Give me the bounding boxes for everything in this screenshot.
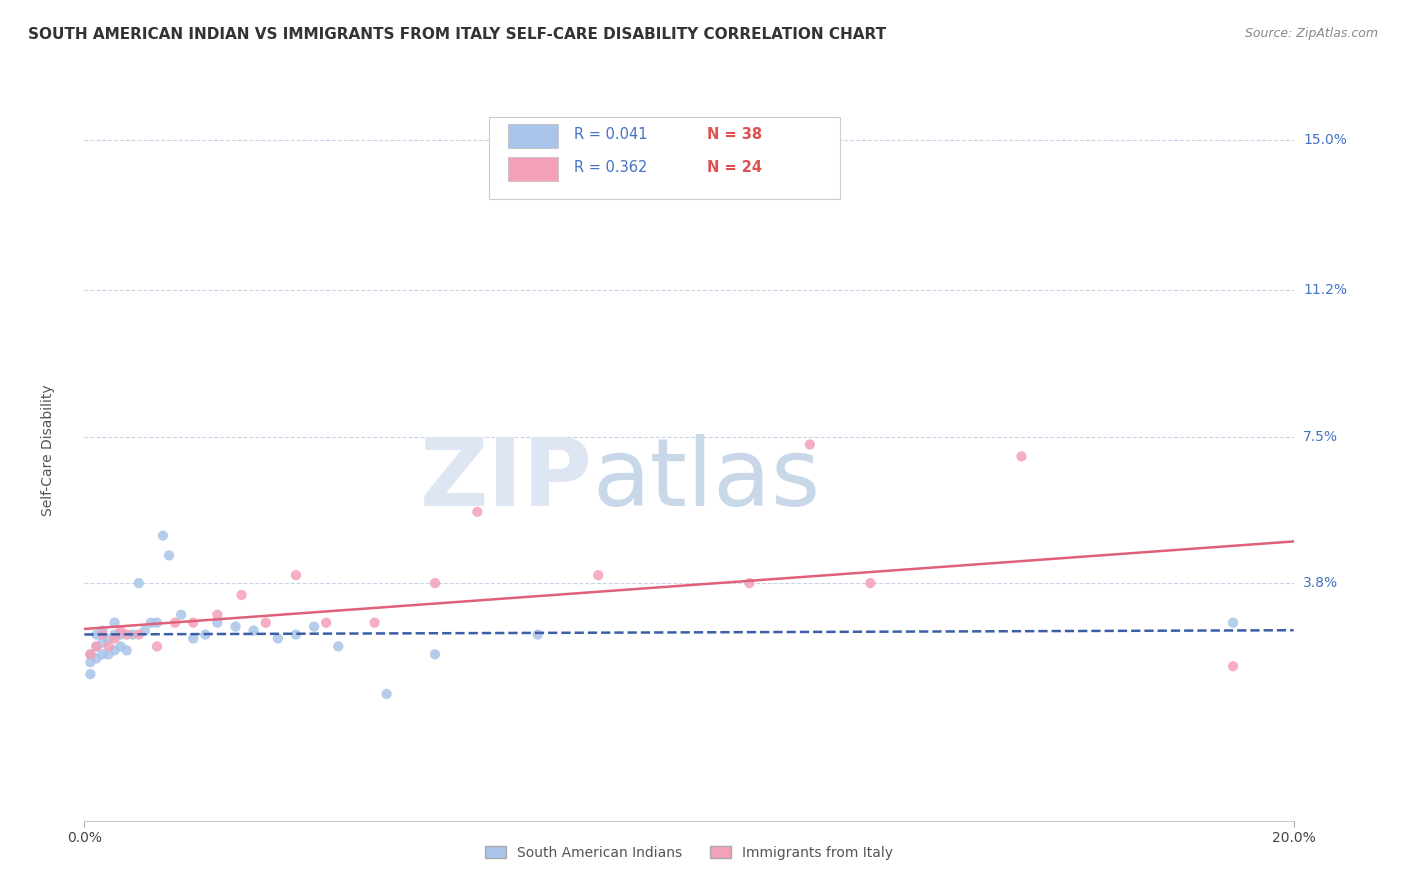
Point	[315, 615, 337, 630]
Point	[157, 549, 180, 563]
Point	[302, 620, 325, 634]
Point	[86, 640, 108, 654]
Point	[97, 640, 120, 654]
Text: ZIP: ZIP	[419, 434, 592, 526]
Point	[375, 687, 398, 701]
Point	[110, 640, 132, 654]
Point	[1222, 659, 1244, 673]
Point	[79, 648, 101, 662]
Point	[527, 627, 550, 641]
Point	[104, 615, 127, 630]
Text: 15.0%: 15.0%	[1303, 133, 1347, 146]
Point	[128, 627, 150, 641]
Legend: South American Indians, Immigrants from Italy: South American Indians, Immigrants from …	[479, 840, 898, 865]
Point	[97, 632, 120, 646]
Point	[91, 635, 114, 649]
Point	[97, 648, 120, 662]
Point	[128, 576, 150, 591]
Text: N = 38: N = 38	[707, 127, 762, 142]
Point	[86, 640, 108, 654]
Point	[799, 437, 821, 451]
Point	[363, 615, 385, 630]
Point	[423, 648, 446, 662]
Point	[484, 133, 506, 147]
Text: R = 0.362: R = 0.362	[574, 161, 647, 175]
Point	[165, 615, 187, 630]
Point	[115, 627, 138, 641]
FancyBboxPatch shape	[489, 118, 841, 199]
Point	[285, 568, 308, 582]
Point	[267, 632, 290, 646]
Point	[588, 568, 610, 582]
Point	[79, 667, 101, 681]
FancyBboxPatch shape	[508, 157, 558, 181]
Point	[423, 576, 446, 591]
Point	[254, 615, 277, 630]
Point	[110, 624, 132, 638]
Point	[181, 632, 204, 646]
Point	[207, 615, 229, 630]
Point	[467, 505, 489, 519]
Text: atlas: atlas	[592, 434, 821, 526]
Point	[328, 640, 350, 654]
FancyBboxPatch shape	[508, 124, 558, 148]
Point	[194, 627, 217, 641]
Point	[79, 648, 101, 662]
Point	[110, 627, 132, 641]
Point	[859, 576, 882, 591]
Point	[134, 624, 156, 638]
Point	[79, 655, 101, 669]
Point	[86, 627, 108, 641]
Point	[146, 640, 169, 654]
Point	[146, 615, 169, 630]
Point	[242, 624, 264, 638]
Text: 7.5%: 7.5%	[1303, 430, 1339, 443]
Point	[91, 624, 114, 638]
Text: Source: ZipAtlas.com: Source: ZipAtlas.com	[1244, 27, 1378, 40]
Point	[104, 632, 127, 646]
Point	[181, 615, 204, 630]
Point	[121, 627, 143, 641]
Text: Self-Care Disability: Self-Care Disability	[41, 384, 55, 516]
Text: N = 24: N = 24	[707, 161, 762, 175]
Point	[91, 627, 114, 641]
Text: 3.8%: 3.8%	[1303, 576, 1339, 591]
Point	[738, 576, 761, 591]
Point	[104, 643, 127, 657]
Point	[231, 588, 253, 602]
Point	[152, 528, 174, 542]
Text: 11.2%: 11.2%	[1303, 283, 1347, 297]
Point	[139, 615, 162, 630]
Point	[86, 651, 108, 665]
Point	[91, 648, 114, 662]
Point	[285, 627, 308, 641]
Point	[207, 607, 229, 622]
Text: SOUTH AMERICAN INDIAN VS IMMIGRANTS FROM ITALY SELF-CARE DISABILITY CORRELATION : SOUTH AMERICAN INDIAN VS IMMIGRANTS FROM…	[28, 27, 886, 42]
Point	[1222, 615, 1244, 630]
Text: R = 0.041: R = 0.041	[574, 127, 648, 142]
Point	[115, 643, 138, 657]
Point	[1011, 450, 1033, 464]
Point	[225, 620, 247, 634]
Point	[170, 607, 193, 622]
Point	[104, 627, 127, 641]
